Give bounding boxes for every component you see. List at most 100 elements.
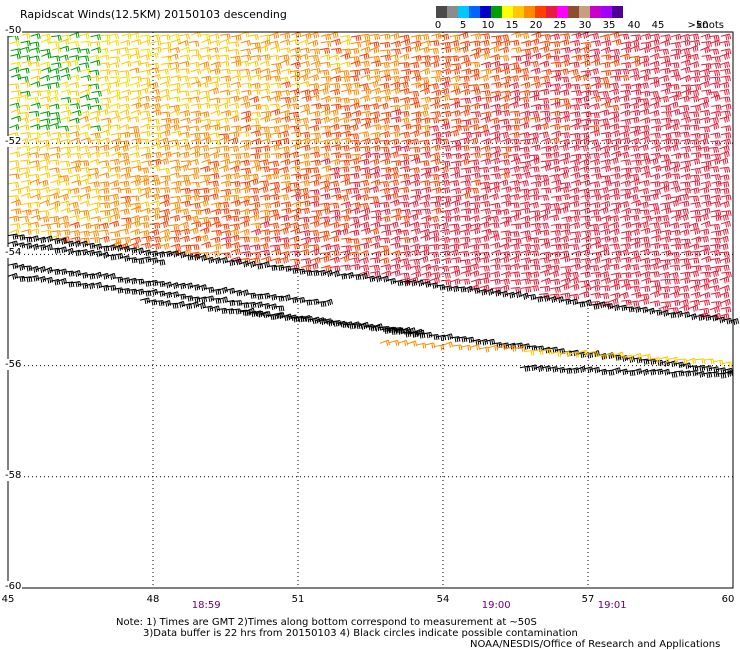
wind-barb (429, 102, 440, 110)
wind-barb (80, 152, 92, 159)
wind-barb (514, 345, 526, 352)
wind-barb (538, 97, 550, 105)
wind-barb (100, 39, 111, 46)
wind-barb (348, 216, 360, 223)
wind-barb (631, 89, 642, 96)
wind-barb (140, 130, 151, 137)
wind-barb (419, 222, 431, 229)
wind-barb (358, 264, 370, 272)
wind-barb (129, 144, 140, 152)
wind-barb (468, 123, 480, 131)
wind-barb (200, 96, 211, 103)
wind-barb (518, 67, 529, 75)
wind-barb (390, 109, 402, 116)
wind-barb (539, 104, 550, 111)
wind-barb (21, 229, 32, 236)
wind-barb (38, 179, 49, 187)
wind-barb (170, 187, 181, 194)
wind-barb (709, 223, 721, 230)
wind-barb (608, 144, 620, 152)
wind-barb (559, 223, 571, 230)
wind-barb (600, 158, 611, 166)
wind-barb (650, 235, 662, 242)
wind-barb (129, 152, 140, 159)
wind-barb (379, 69, 390, 76)
wind-barb (666, 371, 678, 378)
wind-barb (169, 124, 180, 131)
wind-barb (420, 146, 431, 153)
wind-barb (699, 74, 711, 82)
wind-barb (651, 228, 662, 236)
wind-barb (99, 151, 110, 158)
wind-barb (58, 38, 69, 46)
wind-barb (649, 139, 660, 146)
wind-barb (80, 137, 92, 144)
wind-barb (309, 201, 320, 208)
wind-barb (308, 31, 320, 39)
wind-barb (469, 73, 480, 81)
wind-barb (60, 146, 71, 153)
wind-barb (370, 75, 381, 82)
wind-barb (680, 39, 691, 47)
wind-barb (208, 166, 219, 174)
wind-barb (359, 187, 371, 194)
wind-barb (649, 67, 660, 74)
wind-barb (439, 187, 451, 194)
wind-barb (504, 291, 516, 299)
wind-barb (688, 95, 700, 103)
wind-barb (259, 34, 271, 41)
wind-barb (248, 117, 260, 124)
wind-barb (619, 144, 630, 152)
wind-barb (411, 75, 422, 82)
wind-barb (328, 180, 340, 188)
wind-barb (580, 60, 591, 68)
wind-barb (108, 207, 119, 215)
wind-barb (50, 200, 61, 208)
wind-barb (91, 194, 102, 202)
wind-barb (579, 46, 590, 54)
wind-barb (109, 180, 120, 188)
wind-barb (149, 165, 161, 172)
wind-barb (260, 202, 271, 209)
wind-barb (88, 69, 100, 76)
wind-barb (679, 222, 691, 229)
wind-barb (661, 132, 672, 140)
wind-barb (240, 48, 251, 55)
wind-barb (98, 284, 110, 292)
wind-barb (701, 54, 712, 61)
wind-barb (629, 74, 640, 81)
wind-barb (440, 200, 451, 208)
wind-barb (359, 60, 370, 68)
wind-barb (409, 258, 420, 265)
wind-barb (89, 188, 100, 195)
wind-barb (149, 89, 160, 96)
wind-barb (699, 109, 711, 117)
wind-barb (549, 41, 561, 48)
wind-barb (448, 55, 460, 62)
wind-barb (509, 89, 521, 97)
wind-barb (660, 105, 672, 112)
wind-barb (160, 144, 171, 151)
wind-barb (430, 144, 441, 152)
wind-barb (639, 236, 650, 243)
wind-barb (319, 47, 331, 54)
colorbar-swatch (557, 6, 568, 18)
wind-barb (438, 118, 450, 125)
wind-barb (620, 89, 631, 96)
wind-barb (409, 167, 420, 174)
wind-barb (468, 84, 480, 91)
wind-barb (689, 75, 701, 83)
wind-barb (500, 271, 511, 279)
wind-barb (640, 242, 651, 249)
wind-barb (480, 145, 491, 153)
wind-barb (721, 194, 732, 201)
wind-barb (398, 194, 409, 201)
wind-barb (419, 249, 430, 257)
wind-barb (609, 32, 620, 39)
wind-barb (369, 33, 381, 40)
wind-barb (348, 47, 360, 55)
wind-barb (469, 270, 480, 278)
wind-barb (28, 110, 40, 117)
wind-barb (520, 215, 531, 223)
wind-barb (29, 41, 40, 48)
